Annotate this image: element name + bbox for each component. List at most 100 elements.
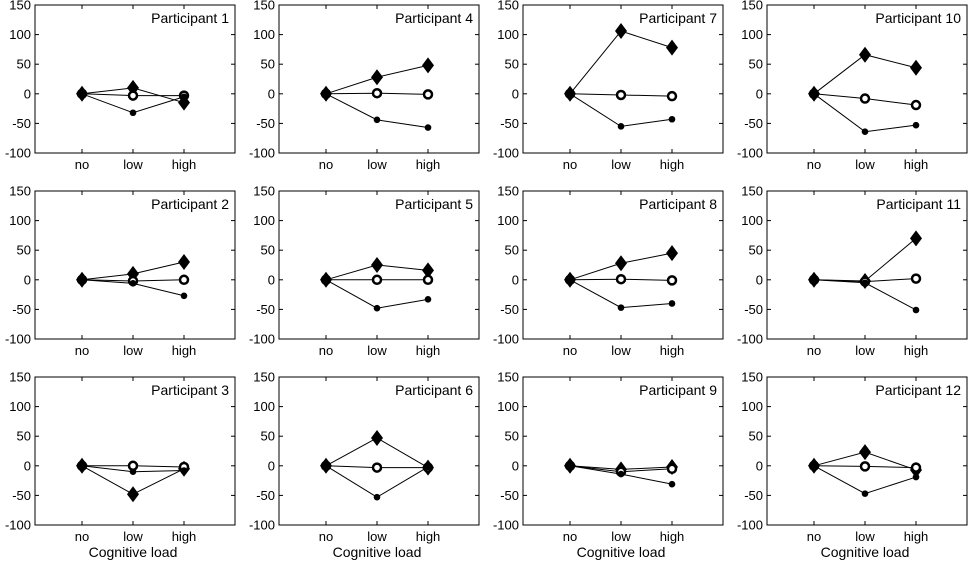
data-point-diamond bbox=[178, 254, 190, 271]
x-tick-label: no bbox=[75, 343, 89, 358]
panel-title: Participant 12 bbox=[875, 382, 961, 398]
data-point-circle bbox=[422, 274, 434, 286]
chart-panel: -100 -50 0 50 100 150 no low high Participant 9 Co… bbox=[493, 370, 724, 560]
y-tick-label: 100 bbox=[741, 27, 763, 42]
y-tick-label: 50 bbox=[261, 429, 275, 444]
x-axis-label: Cognitive load bbox=[821, 544, 910, 560]
data-point-dot bbox=[78, 462, 86, 470]
data-point-diamond bbox=[910, 230, 922, 247]
data-point-dot bbox=[861, 279, 869, 287]
data-point-diamond bbox=[666, 39, 678, 56]
data-point-diamond bbox=[371, 69, 383, 86]
y-tick-label: -100 bbox=[5, 332, 31, 347]
y-tick-label: 100 bbox=[9, 27, 31, 42]
x-tick-label: high bbox=[904, 343, 929, 358]
x-tick-label: high bbox=[660, 529, 685, 544]
data-point-diamond bbox=[371, 257, 383, 273]
data-point-dot bbox=[617, 304, 625, 311]
data-point-dot bbox=[78, 276, 86, 284]
panel-title: Participant 5 bbox=[395, 196, 473, 212]
y-tick-label: 0 bbox=[24, 458, 31, 473]
data-point-diamond bbox=[127, 486, 139, 503]
chart-panel: -100 -50 0 50 100 150 no low high Participant 6 Co… bbox=[249, 370, 480, 560]
chart-panel: -100 -50 0 50 100 150 no low high Participant 12 C… bbox=[737, 370, 968, 560]
x-tick-label: no bbox=[807, 157, 821, 172]
chart-panel: -100 -50 0 50 100 150 no low high Participant 10 bbox=[737, 0, 968, 172]
y-tick-label: 50 bbox=[749, 243, 763, 258]
panel-title: Participant 2 bbox=[151, 196, 229, 212]
data-point-dot bbox=[912, 306, 920, 314]
data-point-dot bbox=[810, 90, 818, 98]
data-point-circle bbox=[666, 90, 678, 102]
y-tick-label: 100 bbox=[9, 399, 31, 414]
data-point-diamond bbox=[371, 429, 383, 446]
y-tick-label: 150 bbox=[253, 0, 275, 13]
y-tick-label: -100 bbox=[737, 332, 763, 347]
data-point-dot bbox=[322, 276, 330, 284]
y-tick-label: 50 bbox=[261, 243, 275, 258]
panel-title: Participant 4 bbox=[395, 10, 473, 26]
y-tick-label: 50 bbox=[17, 243, 31, 258]
data-point-diamond bbox=[422, 57, 434, 74]
panel-title: Participant 7 bbox=[639, 10, 717, 26]
x-tick-label: low bbox=[123, 529, 143, 544]
x-tick-label: no bbox=[319, 529, 333, 544]
data-point-diamond bbox=[910, 59, 922, 76]
x-tick-label: no bbox=[75, 529, 89, 544]
x-tick-label: no bbox=[75, 157, 89, 172]
data-point-circle bbox=[178, 274, 190, 286]
y-tick-label: 50 bbox=[749, 429, 763, 444]
y-tick-label: 0 bbox=[512, 458, 519, 473]
y-tick-label: 0 bbox=[24, 272, 31, 287]
y-tick-label: 0 bbox=[268, 272, 275, 287]
x-axis-label: Cognitive load bbox=[89, 544, 178, 560]
data-point-diamond bbox=[615, 255, 627, 272]
data-point-dot bbox=[180, 292, 188, 300]
y-tick-label: 0 bbox=[268, 86, 275, 101]
y-tick-label: 50 bbox=[17, 57, 31, 72]
x-tick-label: low bbox=[123, 343, 143, 358]
data-point-diamond bbox=[859, 46, 871, 63]
panel-title: Participant 1 bbox=[151, 10, 229, 26]
chart-panel: -100 -50 0 50 100 150 no low high Participant 7 bbox=[493, 0, 724, 172]
data-point-circle bbox=[371, 274, 383, 286]
y-tick-label: -50 bbox=[500, 302, 519, 317]
y-tick-label: 0 bbox=[512, 272, 519, 287]
x-tick-label: no bbox=[319, 157, 333, 172]
axes-frame bbox=[34, 376, 236, 526]
data-point-dot bbox=[129, 468, 137, 476]
data-point-dot bbox=[180, 93, 188, 101]
x-tick-label: low bbox=[367, 343, 387, 358]
data-point-circle bbox=[666, 463, 678, 475]
data-point-dot bbox=[322, 462, 330, 470]
y-tick-label: 100 bbox=[253, 213, 275, 228]
data-point-dot bbox=[424, 296, 432, 303]
y-tick-label: -100 bbox=[249, 332, 275, 347]
x-tick-label: low bbox=[855, 529, 875, 544]
x-axis-label: Cognitive load bbox=[333, 544, 422, 560]
x-axis-label: Cognitive load bbox=[577, 544, 666, 560]
axes-frame bbox=[766, 4, 968, 154]
data-point-dot bbox=[566, 90, 574, 98]
y-tick-label: 150 bbox=[497, 184, 519, 199]
x-tick-label: no bbox=[319, 343, 333, 358]
data-point-diamond bbox=[859, 444, 871, 461]
y-tick-label: -50 bbox=[744, 302, 763, 317]
axes-frame bbox=[278, 376, 480, 526]
y-tick-label: 100 bbox=[253, 399, 275, 414]
data-point-diamond bbox=[422, 262, 434, 279]
data-point-dot bbox=[617, 123, 625, 130]
y-tick-label: -100 bbox=[5, 518, 31, 533]
x-tick-label: high bbox=[172, 343, 197, 358]
data-point-dot bbox=[810, 276, 818, 284]
x-tick-label: low bbox=[123, 157, 143, 172]
axes-frame bbox=[766, 190, 968, 340]
x-tick-label: low bbox=[855, 343, 875, 358]
data-point-dot bbox=[373, 304, 381, 312]
chart-panel: -100 -50 0 50 100 150 no low high Participant 2 bbox=[5, 184, 236, 358]
x-tick-label: low bbox=[855, 157, 875, 172]
x-tick-label: high bbox=[172, 157, 197, 172]
data-point-dot bbox=[373, 493, 381, 501]
chart-panel: -100 -50 0 50 100 150 no low high Participant 8 bbox=[493, 184, 724, 358]
x-tick-label: no bbox=[807, 343, 821, 358]
